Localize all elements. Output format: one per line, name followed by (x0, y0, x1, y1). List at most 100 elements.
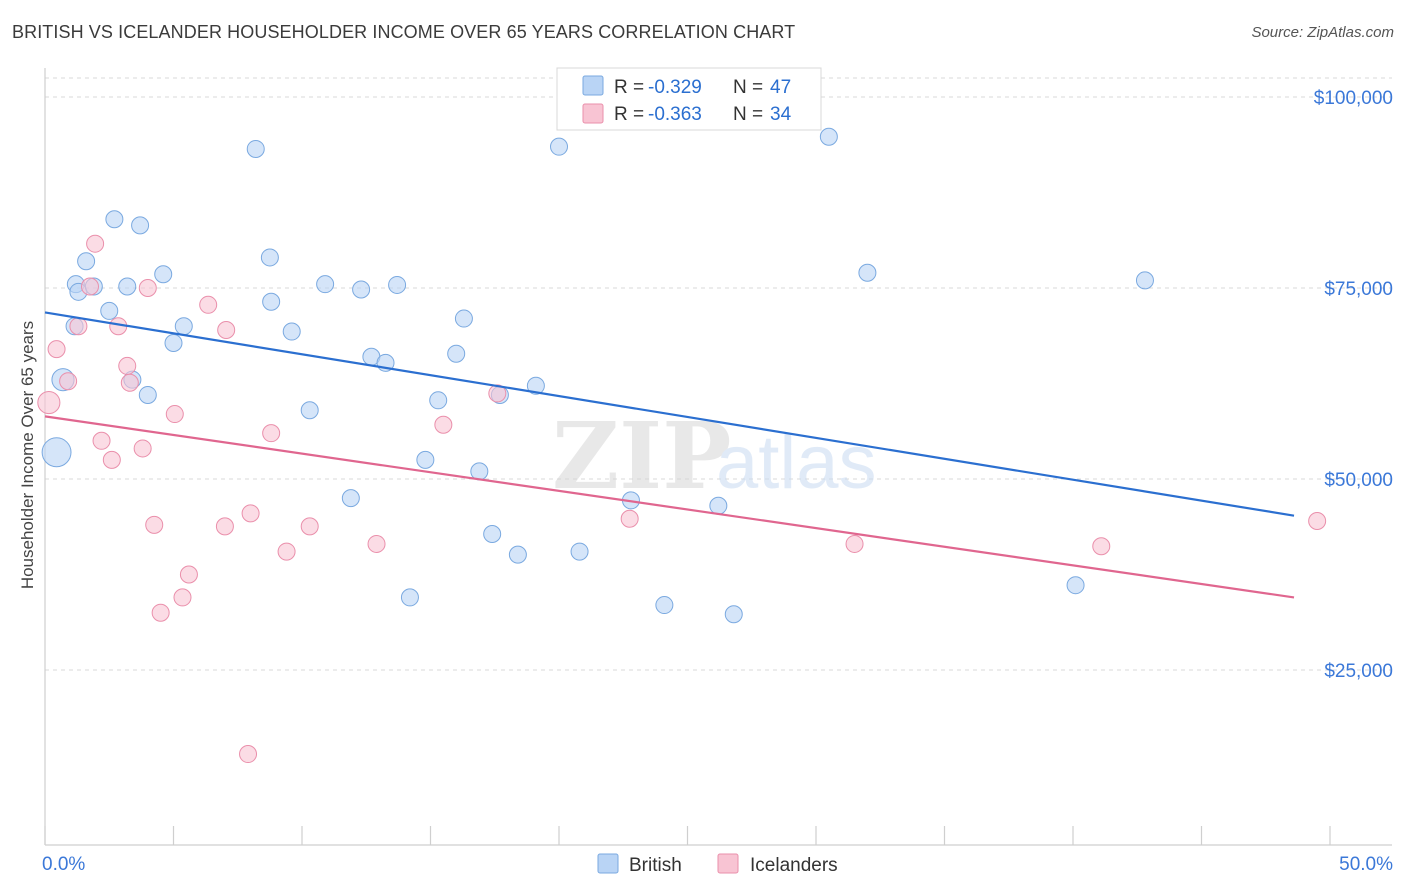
icelander-point (1092, 537, 1111, 556)
icelander-point (138, 279, 157, 297)
british-point (447, 344, 466, 363)
y-tick-label: $25,000 (1324, 661, 1393, 682)
british-point (570, 542, 589, 561)
british-point (550, 137, 568, 156)
y-tick-label: $50,000 (1324, 470, 1393, 491)
icelander-point (620, 509, 639, 528)
watermark: ZIP atlas (552, 402, 877, 510)
x-tick-labels: 0.0% 50.0% (42, 854, 1393, 875)
icelander-point (59, 372, 78, 391)
series-legend: British Icelanders (597, 853, 838, 876)
british-point (260, 248, 279, 267)
british-point (724, 605, 743, 624)
x-tick-label-min: 0.0% (42, 854, 85, 875)
british-point (388, 275, 407, 294)
british-point (41, 437, 72, 468)
british-legend-swatch (582, 75, 604, 96)
data-points (37, 127, 1327, 764)
icelander-n-value: 34 (770, 104, 792, 125)
x-tick-label-max: 50.0% (1339, 854, 1393, 875)
icelander-point (215, 517, 234, 536)
british-n-value: 47 (770, 77, 791, 98)
british-point (483, 525, 502, 544)
british-point (819, 127, 838, 146)
british-r-value: -0.329 (648, 77, 702, 98)
british-point (282, 322, 301, 341)
british-point (526, 376, 545, 395)
british-bottom-swatch (597, 853, 619, 874)
stats-legend: R = -0.329 N = 47 R = -0.363 N = 34 (556, 67, 822, 131)
british-point (105, 210, 124, 229)
british-point (246, 139, 265, 158)
y-tick-labels: $25,000 $50,000 $75,000 $100,000 (1314, 88, 1393, 682)
icelander-point (145, 515, 164, 534)
british-point (262, 292, 281, 311)
y-tick-label: $100,000 (1314, 88, 1393, 109)
icelander-point (434, 415, 453, 434)
icelander-point (120, 373, 139, 392)
icelander-legend-label: Icelanders (750, 855, 838, 876)
british-point (154, 265, 173, 284)
icelander-point (165, 405, 184, 424)
icelander-point (845, 534, 864, 553)
chart-title: BRITISH VS ICELANDER HOUSEHOLDER INCOME … (12, 22, 796, 42)
icelander-n-label: N = (733, 104, 768, 125)
british-point (858, 263, 877, 282)
british-point (470, 462, 489, 481)
icelander-point (118, 356, 137, 375)
british-point (316, 275, 335, 294)
icelander-point (151, 603, 170, 622)
icelander-point (47, 340, 66, 359)
icelander-point (300, 517, 319, 536)
british-point (429, 391, 448, 410)
icelander-point (173, 588, 192, 607)
british-point (77, 252, 96, 271)
british-point (341, 489, 360, 508)
icelander-point (1308, 512, 1327, 531)
icelander-point (241, 504, 260, 523)
british-point (1066, 576, 1085, 595)
british-point (1135, 271, 1154, 290)
british-point (709, 496, 728, 515)
british-point (138, 385, 157, 404)
british-point (352, 280, 371, 299)
icelander-point (133, 439, 152, 458)
british-legend-label: British (629, 855, 682, 876)
icelander-trend-line (44, 415, 1295, 599)
british-point (131, 216, 150, 235)
icelander-point (262, 424, 281, 443)
icelander-point (86, 234, 105, 253)
icelander-point (367, 534, 386, 553)
y-tick-label: $75,000 (1324, 279, 1393, 300)
british-point (164, 334, 183, 353)
british-point (454, 309, 473, 328)
icelander-point (217, 321, 236, 340)
trend-lines (44, 311, 1295, 599)
icelander-point (102, 450, 121, 469)
icelander-legend-swatch (582, 103, 604, 124)
british-n-label: N = (733, 77, 768, 98)
icelander-point (80, 277, 99, 296)
icelander-r-label: R = (614, 104, 649, 125)
icelander-point (179, 565, 198, 584)
icelander-r-value: -0.363 (648, 104, 702, 125)
icelander-point (199, 295, 218, 314)
british-point (300, 401, 319, 420)
gridlines (45, 77, 1392, 671)
watermark-atlas: atlas (716, 420, 877, 505)
british-trend-line (44, 311, 1295, 517)
icelander-point (92, 431, 111, 450)
british-point (174, 317, 193, 336)
icelander-bottom-swatch (717, 853, 739, 874)
british-point (655, 596, 674, 615)
british-r-label: R = (614, 77, 649, 98)
british-point (508, 545, 527, 564)
icelander-point (239, 745, 258, 764)
british-point (416, 450, 435, 469)
british-point (400, 588, 419, 607)
icelander-point (37, 391, 61, 415)
british-point (118, 277, 137, 296)
source-label: Source: ZipAtlas.com (1251, 24, 1394, 41)
icelander-point (277, 542, 296, 561)
